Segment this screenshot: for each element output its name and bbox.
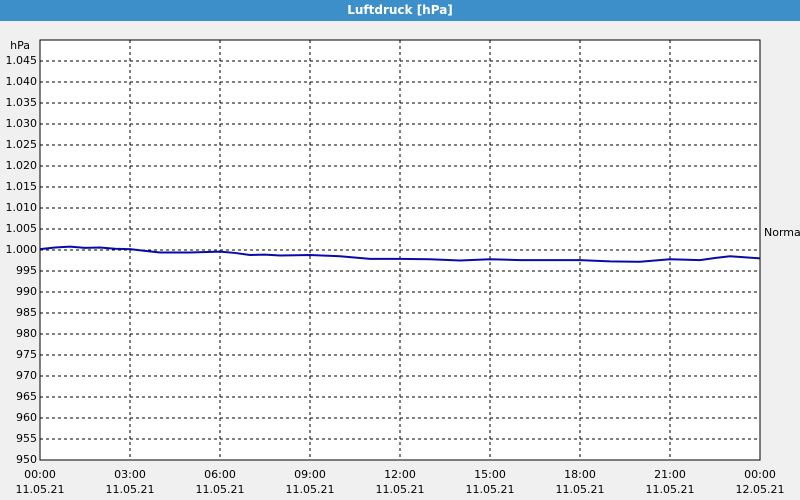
y-tick-label: 995 (16, 264, 37, 277)
x-tick-date: 11.05.21 (646, 483, 695, 496)
y-tick-label: 1.040 (6, 75, 38, 88)
x-tick-date: 11.05.21 (196, 483, 245, 496)
x-tick-date: 11.05.21 (556, 483, 605, 496)
y-tick-label: 1.035 (6, 96, 38, 109)
y-tick-label: 1.015 (6, 180, 38, 193)
chart-title: Luftdruck [hPa] (0, 0, 800, 21)
x-tick-label: 00:00 (744, 468, 776, 481)
x-tick-label: 12:00 (384, 468, 416, 481)
x-tick-label: 03:00 (114, 468, 146, 481)
x-tick-date: 11.05.21 (16, 483, 65, 496)
line (39, 245, 761, 263)
y-tick-label: 980 (16, 327, 37, 340)
y-tick-label: 1.025 (6, 138, 38, 151)
y-tick-label: 950 (16, 453, 37, 466)
x-tick-date: 11.05.21 (376, 483, 425, 496)
y-unit: hPa (10, 39, 30, 52)
x-tick-label: 18:00 (564, 468, 596, 481)
y-tick-label: 975 (16, 348, 37, 361)
y-tick-label: 960 (16, 411, 37, 424)
x-tick-label: 21:00 (654, 468, 686, 481)
x-tick-label: 09:00 (294, 468, 326, 481)
x-tick-label: 00:00 (24, 468, 56, 481)
y-tick-label: 965 (16, 390, 37, 403)
x-tick-date: 11.05.21 (106, 483, 155, 496)
y-tick-label: 970 (16, 369, 37, 382)
x-tick-date: 11.05.21 (286, 483, 335, 496)
y-tick-label: 1.030 (6, 117, 38, 130)
x-tick-label: 15:00 (474, 468, 506, 481)
y-tick-label: 1.000 (6, 243, 38, 256)
x-tick-date: 11.05.21 (466, 483, 515, 496)
y-tick-label: 1.045 (6, 54, 38, 67)
y-tick-label: 985 (16, 306, 37, 319)
annotation: Normal (764, 226, 800, 239)
x-tick-date: 12.05.21 (736, 483, 785, 496)
y-tick-label: 955 (16, 432, 37, 445)
x-tick-label: 06:00 (204, 468, 236, 481)
y-tick-label: 1.020 (6, 159, 38, 172)
y-tick-label: 1.005 (6, 222, 38, 235)
plot-border (39, 39, 761, 461)
y-tick-label: 1.010 (6, 201, 38, 214)
y-tick-label: 990 (16, 285, 37, 298)
